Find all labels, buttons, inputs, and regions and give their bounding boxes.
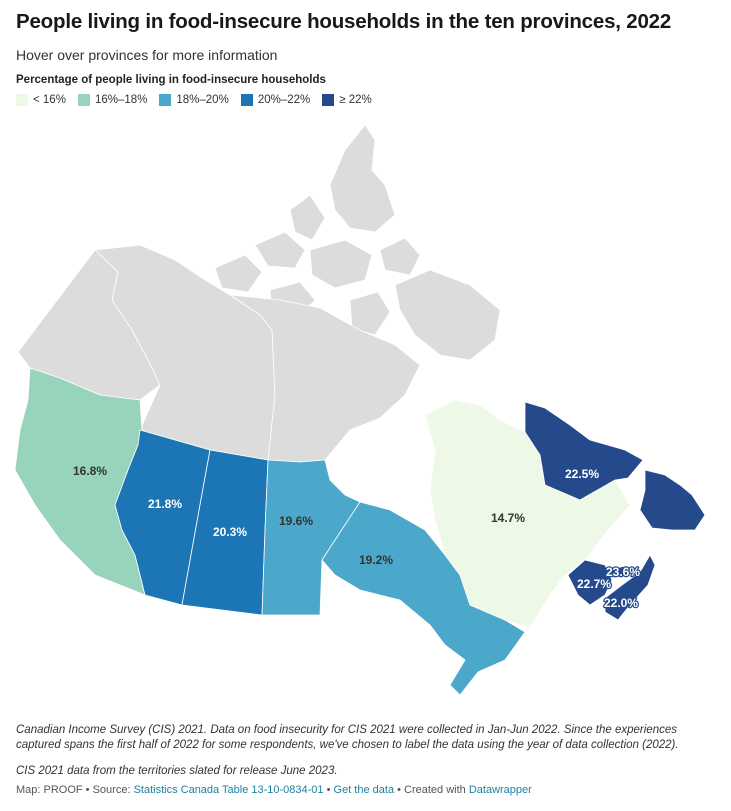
legend: < 16% 16%–18% 18%–20% 20%–22% ≥ 22% <box>16 94 384 106</box>
province-ontario[interactable] <box>321 501 526 696</box>
value-label-new-brunswick: 22.7% <box>577 577 611 591</box>
byline-created-with: • Created with <box>394 784 469 796</box>
canada-map: 16.8% 21.8% 20.3% 19.6% 19.2% 14.7% 22.5… <box>14 124 706 696</box>
chart-title: People living in food-insecure household… <box>16 10 672 33</box>
value-label-manitoba: 19.6% <box>279 514 313 528</box>
value-label-ontario: 19.2% <box>359 553 393 567</box>
datawrapper-link[interactable]: Datawrapper <box>468 784 532 796</box>
legend-label: 18%–20% <box>176 94 229 106</box>
value-label-quebec: 14.7% <box>491 511 525 525</box>
value-label-saskatchewan: 20.3% <box>213 525 247 539</box>
chart-subtitle: Hover over provinces for more informatio… <box>16 47 278 63</box>
legend-swatch <box>322 94 335 106</box>
province-new-brunswick[interactable] <box>567 559 613 606</box>
value-label-nova-scotia: 22.0% <box>604 596 638 610</box>
value-label-newfoundland: 22.5% <box>565 467 599 481</box>
legend-label: < 16% <box>33 94 66 106</box>
legend-item-20-22: 20%–22% <box>240 94 311 106</box>
value-label-bc: 16.8% <box>73 464 107 478</box>
value-label-pei: 23.6% <box>606 565 640 579</box>
footnote-cis: Canadian Income Survey (CIS) 2021. Data … <box>16 724 679 751</box>
territory-nunavut[interactable] <box>229 294 421 463</box>
legend-item-gte22: ≥ 22% <box>322 94 372 106</box>
legend-item-lt16: < 16% <box>16 94 66 106</box>
legend-item-16-18: 16%–18% <box>77 94 148 106</box>
legend-item-18-20: 18%–20% <box>159 94 229 106</box>
source-link[interactable]: Statistics Canada Table 13-10-0834-01 <box>133 784 324 796</box>
legend-label: ≥ 22% <box>339 94 372 106</box>
legend-label: 16%–18% <box>94 94 148 106</box>
byline-prefix: Map: PROOF • Source: <box>16 784 134 796</box>
byline: Map: PROOF • Source: Statistics Canada T… <box>16 784 532 796</box>
legend-swatch <box>77 94 90 106</box>
legend-swatch <box>16 94 28 106</box>
byline-separator: • <box>323 784 334 796</box>
footnote-territories: CIS 2021 data from the territories slate… <box>16 765 338 777</box>
province-nova-scotia[interactable] <box>604 554 656 621</box>
legend-swatch <box>240 94 253 106</box>
legend-label: 20%–22% <box>257 94 311 106</box>
get-data-link[interactable]: Get the data <box>333 784 395 796</box>
legend-title: Percentage of people living in food-inse… <box>16 74 326 86</box>
province-newfoundland-labrador[interactable] <box>524 401 706 531</box>
province-pei[interactable] <box>607 565 631 579</box>
legend-swatch <box>159 94 172 106</box>
value-label-alberta: 21.8% <box>148 497 182 511</box>
